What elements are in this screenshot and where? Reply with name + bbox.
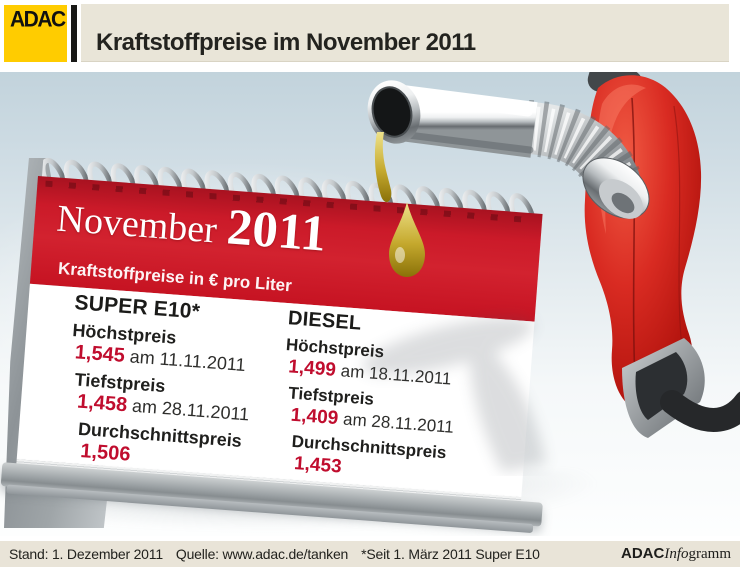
price-value: 1,545: [74, 341, 126, 367]
fuel-nozzle-icon: [362, 72, 740, 472]
nozzle-seam: [631, 97, 637, 405]
brand-adac: ADAC: [620, 545, 665, 562]
footer-source: Quelle: www.adac.de/tanken: [175, 546, 349, 562]
brand-info: Info: [664, 546, 689, 562]
adac-logo-text: ADAC: [10, 7, 66, 32]
footer-footnote: *Seit 1. März 2011 Super E10: [361, 546, 540, 562]
brand-gramm: gramm: [688, 546, 732, 562]
price-value: 1,458: [76, 390, 128, 417]
illustration-scene: November 2011 Kraftstoffpreise in € pro …: [0, 72, 740, 536]
fuel-trickle-icon: [374, 132, 392, 203]
nozzle-hose: [660, 390, 740, 432]
calendar-month-line: November 2011: [55, 186, 328, 264]
adac-infogramm-brand: ADACInfogramm: [621, 545, 731, 563]
nozzle-highlight: [597, 84, 646, 235]
fuel-drop-icon: [389, 202, 425, 277]
fuel-column-super-e10: SUPER E10* Höchstpreis 1,545 am 11.11.201…: [63, 291, 287, 478]
page-title: Kraftstoffpreise im November 2011: [96, 29, 476, 56]
footer-meta: Stand: 1. Dezember 2011 Quelle: www.adac.…: [9, 546, 540, 562]
nozzle-trigger-slot: [635, 352, 688, 420]
calendar-month: November: [55, 197, 219, 252]
footer-bar: Stand: 1. Dezember 2011 Quelle: www.adac.…: [0, 541, 740, 567]
title-bar: Kraftstoffpreise im November 2011: [81, 4, 729, 62]
nozzle-shadow: [362, 317, 546, 472]
header-divider: [71, 5, 77, 62]
adac-logo: ADAC: [4, 5, 67, 62]
fuel-drop-glint: [395, 247, 405, 263]
spout-shade: [396, 130, 534, 154]
spout-opening-edge: [371, 86, 413, 138]
spout-opening: [372, 87, 412, 137]
price-value: 1,506: [79, 439, 132, 466]
header: ADAC Kraftstoffpreise im November 2011: [0, 0, 740, 70]
nozzle-seam: [673, 105, 683, 349]
nozzle-collar: [582, 157, 650, 219]
calendar-year: 2011: [224, 199, 329, 263]
footer-stand: Stand: 1. Dezember 2011: [9, 546, 163, 562]
spout-highlight: [397, 91, 533, 117]
